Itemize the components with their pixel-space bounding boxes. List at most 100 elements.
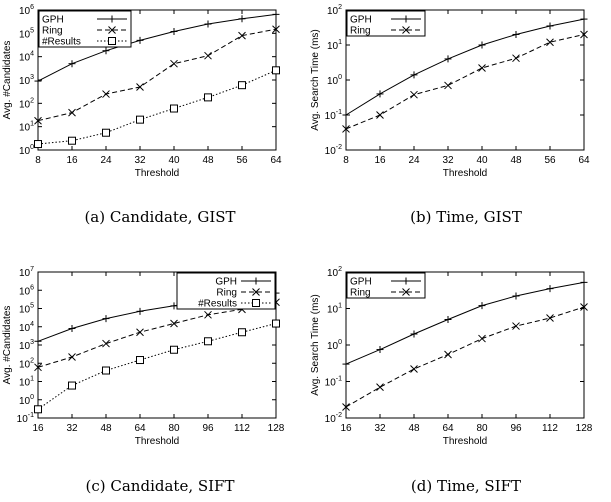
y-tick-label: 104 [19,321,34,334]
legend-label: GPH [215,277,237,288]
data-point [478,302,486,310]
y-tick-label: 105 [19,303,34,316]
series-line [345,306,585,408]
data-point [512,292,520,300]
series-line [37,13,277,82]
data-point [410,365,418,373]
x-tick-label: 40 [476,155,488,166]
x-tick-label: 16 [340,423,352,434]
data-point [580,15,588,23]
y-tick-label: 101 [19,376,34,389]
y-tick-label: 10-1 [17,412,34,425]
series-line [37,301,277,368]
data-point [478,64,486,72]
data-point [444,315,452,323]
panel-caption: (b) Time, GIST [410,208,522,226]
y-axis-label: Avg. #Candidates [2,41,13,120]
legend-marker [402,288,410,296]
data-point [512,30,520,38]
data-point [272,319,280,328]
x-tick-label: 40 [168,155,180,166]
data-point [68,381,76,390]
data-point [342,360,350,368]
data-point [444,350,452,359]
legend-marker [108,37,116,45]
x-tick-label: 64 [578,155,590,166]
x-axis-label: Threshold [443,168,487,179]
legend-item: Ring [350,26,421,37]
data-point [478,41,486,49]
data-point [204,93,212,102]
x-tick-label: 48 [510,155,522,166]
x-tick-label: 80 [476,423,488,434]
x-tick-label: 64 [442,423,454,434]
data-point [410,330,418,338]
data-point [136,307,144,315]
panel-caption: (a) Candidate, GIST [84,208,235,226]
legend-label: GPH [42,15,64,26]
data-point [238,81,246,90]
series-line [37,69,277,145]
data-point [410,90,418,99]
data-point [102,90,110,98]
y-tick-label: 10-1 [325,109,342,122]
y-tick-label: 102 [327,4,342,17]
data-point [238,328,246,337]
data-point [68,60,76,68]
data-point [444,81,452,90]
data-point [136,356,144,365]
y-tick-label: 105 [19,27,34,40]
x-tick-label: 48 [408,423,420,434]
data-point [170,345,178,354]
series-gph [342,278,588,368]
y-tick-label: 106 [19,4,34,17]
x-tick-label: 8 [35,155,41,166]
x-tick-label: 56 [236,155,248,166]
data-point [546,38,554,47]
x-tick-label: 128 [576,423,593,434]
panel-caption: (d) Time, SIFT [411,477,521,495]
data-point [170,104,178,113]
legend-item: #Results [198,299,271,310]
y-tick-label: 100 [19,144,34,157]
y-tick-label: 104 [19,51,34,64]
data-point [512,54,520,63]
x-tick-label: 48 [202,155,214,166]
data-point [272,25,280,34]
data-point [376,111,384,119]
data-point [204,20,212,28]
series-gph [34,10,280,85]
legend-box [346,10,426,37]
x-tick-label: 24 [100,155,112,166]
y-tick-label: 100 [19,394,34,407]
data-point [204,310,212,319]
y-tick-label: 102 [19,357,34,370]
series-line [345,281,585,365]
data-point [102,366,110,375]
chart-panel: 16 32 48 64 80 96 112 128 10-1 100 101 102 103 104 105… [2,266,285,495]
series-line [345,34,585,130]
y-tick-label: 10-2 [325,144,342,157]
data-point [136,83,144,91]
legend-item: GPH [350,277,421,288]
y-tick-label: 102 [327,266,342,279]
data-point [34,140,42,149]
y-tick-label: 101 [327,39,342,52]
y-tick-label: 101 [19,121,34,134]
x-tick-label: 96 [510,423,522,434]
data-point [238,31,246,40]
data-point [136,328,144,337]
data-point [546,22,554,30]
y-tick-label: 106 [19,284,34,297]
data-point [272,66,280,75]
legend-marker [108,26,116,34]
legend-label: GPH [350,277,372,288]
legend-marker [252,288,260,296]
data-point [34,77,42,85]
x-axis-label: Threshold [135,436,179,447]
legend-item: Ring [216,288,271,299]
y-axis-label: Avg. Search Time (ms) [310,29,321,131]
